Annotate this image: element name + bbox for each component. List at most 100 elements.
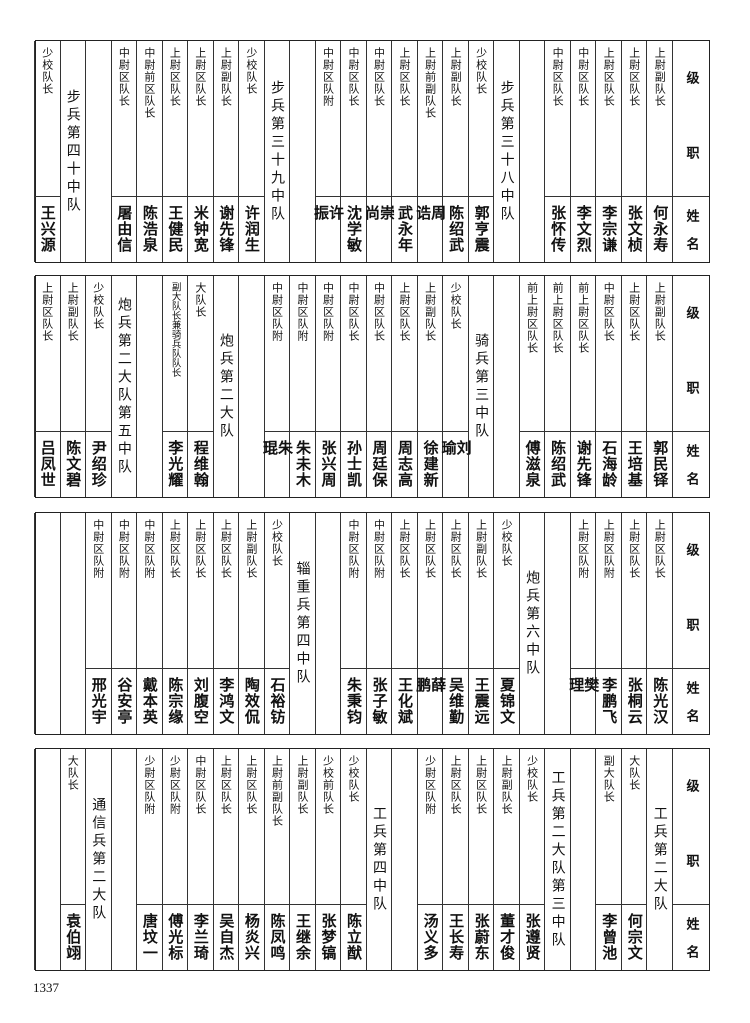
officer-name: 何永寿 bbox=[651, 205, 670, 253]
officer-name: 吴维勤 bbox=[447, 677, 466, 725]
rank-cell: 上尉区队长 bbox=[162, 513, 188, 669]
name-cell: 张蔚东 bbox=[469, 905, 494, 970]
officer-rank: 前上尉区队长 bbox=[525, 282, 539, 354]
name-cell: 陈宗缘 bbox=[163, 669, 188, 734]
rank-cell: 前上尉区队长 bbox=[570, 276, 596, 432]
officer-name: 王震远 bbox=[472, 677, 491, 725]
name-cell: 张桐云 bbox=[622, 669, 647, 734]
header-name-label: 名 bbox=[683, 945, 699, 959]
name-cell: 沈学敏 bbox=[341, 197, 366, 262]
name-cell: 王培基 bbox=[622, 432, 647, 497]
unit-column: 通信兵第二大队 bbox=[85, 749, 111, 970]
officer-rank: 上尉区队长 bbox=[168, 519, 182, 579]
rank-cell: 上尉副队长 bbox=[647, 41, 672, 197]
officer-column: 中尉区队长 周廷保 bbox=[365, 276, 392, 497]
name-cell: 傅光标 bbox=[163, 905, 188, 970]
name-cell: 谢先锋 bbox=[571, 432, 596, 497]
rank-cell: 少校队长 bbox=[519, 749, 545, 905]
name-cell: 崇尚 bbox=[363, 197, 396, 262]
officer-rank: 中尉区队长 bbox=[117, 47, 131, 107]
rank-cell: 上尉区队长 bbox=[213, 749, 239, 905]
empty-column bbox=[518, 41, 545, 262]
officer-rank: 上尉区队长 bbox=[168, 47, 182, 107]
header-name-cell: 姓名 bbox=[673, 905, 709, 970]
header-name-cell: 姓名 bbox=[673, 197, 709, 262]
officer-column: 中尉区队附 朱秉钧 bbox=[340, 513, 366, 734]
rank-cell: 少校队长 bbox=[494, 513, 519, 669]
name-cell: 刘瑜 bbox=[440, 432, 473, 497]
roster-band: 级职姓名上尉区队长 陈光汉 上尉区队长 张桐云 上尉区队附 李鹏飞 上尉区队附 樊理 炮兵第六中… bbox=[34, 512, 710, 735]
rank-cell: 上尉前副队长 bbox=[264, 749, 290, 905]
officer-name: 郭民铎 bbox=[651, 440, 670, 488]
officer-rank: 少校队长 bbox=[244, 47, 258, 95]
officer-name: 朱未木 bbox=[293, 440, 312, 488]
officer-column: 上尉区队长 王培基 bbox=[620, 276, 647, 497]
rank-cell: 中尉区队附 bbox=[86, 513, 111, 669]
name-cell: 吕凤世 bbox=[35, 432, 60, 497]
name-cell: 傅滋泉 bbox=[520, 432, 545, 497]
header-column: 级职姓名 bbox=[672, 513, 709, 734]
unit-title: 炮兵第二大队 bbox=[217, 332, 234, 441]
rank-cell: 中尉区队长 bbox=[341, 41, 366, 197]
name-cell: 何宗文 bbox=[622, 905, 647, 970]
officer-column: 上尉区队附 樊理 bbox=[567, 513, 600, 734]
officer-name: 张遵贤 bbox=[523, 913, 542, 961]
name-cell: 郭亨震 bbox=[469, 197, 494, 262]
officer-column: 少校队长 王兴源 bbox=[34, 41, 60, 262]
officer-column: 少校队长 夏锦文 bbox=[493, 513, 519, 734]
unit-title: 炮兵第六中队 bbox=[524, 569, 541, 678]
name-cell: 陶效侃 bbox=[239, 669, 264, 734]
name-cell: 薛鹏 bbox=[414, 669, 447, 734]
officer-column: 少尉区队附 唐坟一 bbox=[136, 749, 162, 970]
officer-column: 前上尉区队长 陈绍武 bbox=[544, 276, 570, 497]
rank-cell: 上尉副队长 bbox=[647, 276, 672, 432]
name-cell: 李鸿文 bbox=[214, 669, 239, 734]
name-cell: 徐建新 bbox=[418, 432, 443, 497]
empty-column bbox=[493, 276, 519, 497]
rank-cell: 上尉区队长 bbox=[443, 749, 468, 905]
officer-column: 上尉区队长 杨炎兴 bbox=[238, 749, 264, 970]
name-cell: 陈立猷 bbox=[341, 905, 366, 970]
officer-rank: 中尉区队长 bbox=[551, 47, 565, 107]
rank-cell: 上尉副队长 bbox=[443, 41, 468, 197]
rank-cell: 少校队长 bbox=[443, 276, 468, 432]
officer-name: 陈绍武 bbox=[549, 440, 568, 488]
header-name-label: 姓 bbox=[683, 917, 699, 931]
officer-name: 何宗文 bbox=[625, 913, 644, 961]
officer-rank: 少尉区队附 bbox=[423, 755, 437, 815]
officer-column: 上尉区队长 王长寿 bbox=[442, 749, 468, 970]
officer-name: 张梦镐 bbox=[319, 913, 338, 961]
name-cell: 陈凤鸣 bbox=[265, 905, 290, 970]
name-cell: 许润生 bbox=[239, 197, 264, 262]
officer-rank: 中尉区队长 bbox=[372, 47, 386, 107]
officer-name: 陈文碧 bbox=[64, 440, 83, 488]
rank-cell: 上尉区队长 bbox=[392, 41, 417, 197]
officer-name: 邢光宇 bbox=[89, 677, 108, 725]
officer-name: 李文烈 bbox=[574, 205, 593, 253]
officer-name: 王培基 bbox=[625, 440, 644, 488]
officer-name: 唐坟一 bbox=[140, 913, 159, 961]
officer-rank: 中尉区队附 bbox=[270, 282, 284, 342]
officer-name: 谷安亭 bbox=[115, 677, 134, 725]
name-cell: 汤义多 bbox=[418, 905, 443, 970]
officer-rank: 上尉区队长 bbox=[602, 47, 616, 107]
rank-cell: 少校队长 bbox=[86, 276, 111, 432]
officer-rank: 少校队长 bbox=[40, 47, 54, 95]
name-cell: 张文桢 bbox=[622, 197, 647, 262]
officer-name: 石海龄 bbox=[600, 440, 619, 488]
officer-column: 上尉区队长 吴维勤 bbox=[442, 513, 468, 734]
unit-column: 步兵第三十八中队 bbox=[493, 41, 519, 262]
officer-column: 上尉区队长 张蔚东 bbox=[467, 749, 494, 970]
rank-cell: 中尉区队附 bbox=[315, 276, 341, 432]
officer-rank: 前上尉区队长 bbox=[576, 282, 590, 354]
name-cell: 陈浩泉 bbox=[137, 197, 162, 262]
officer-rank: 上尉区队长 bbox=[193, 519, 207, 579]
empty-column bbox=[544, 513, 570, 734]
name-cell: 王长寿 bbox=[443, 905, 468, 970]
officer-rank: 中尉区队附 bbox=[295, 282, 309, 342]
name-cell: 陈光汉 bbox=[647, 669, 672, 734]
rank-cell: 上尉区队长 bbox=[188, 41, 213, 197]
name-cell: 张子敏 bbox=[367, 669, 392, 734]
officer-name: 武永年 bbox=[396, 205, 415, 253]
officer-name: 李鸿文 bbox=[217, 677, 236, 725]
